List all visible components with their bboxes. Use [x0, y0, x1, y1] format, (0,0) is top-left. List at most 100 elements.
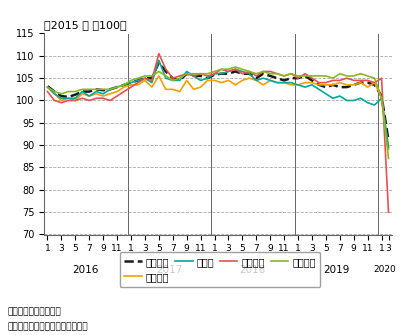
ユーロ圏	[219, 72, 224, 76]
イタリア	[219, 67, 224, 71]
スペイン	[191, 72, 196, 76]
イタリア	[87, 98, 92, 103]
ユーロ圏	[358, 81, 363, 85]
イタリア	[303, 72, 308, 76]
Text: 2017: 2017	[156, 265, 182, 275]
スペイン	[261, 69, 266, 73]
ドイツ	[52, 92, 57, 96]
ドイツ	[275, 81, 280, 85]
ユーロ圏	[142, 76, 147, 80]
ユーロ圏	[150, 76, 154, 80]
フランス	[338, 81, 342, 85]
イタリア	[122, 89, 126, 93]
スペイン	[80, 87, 85, 91]
スペイン	[198, 72, 203, 76]
ドイツ	[59, 96, 64, 100]
ドイツ	[115, 85, 120, 89]
スペイン	[212, 69, 217, 73]
フランス	[80, 92, 85, 96]
ドイツ	[156, 58, 161, 62]
フランス	[156, 74, 161, 78]
ユーロ圏	[289, 76, 294, 80]
フランス	[122, 85, 126, 89]
フランス	[365, 85, 370, 89]
ユーロ圏	[129, 81, 134, 85]
ユーロ圏	[240, 72, 245, 76]
ユーロ圏	[87, 89, 92, 93]
イタリア	[330, 78, 335, 82]
ユーロ圏	[275, 76, 280, 80]
ドイツ	[136, 78, 140, 82]
スペイン	[344, 74, 349, 78]
フランス	[129, 83, 134, 87]
イタリア	[254, 74, 259, 78]
Line: ユーロ圏: ユーロ圏	[48, 63, 388, 141]
スペイン	[219, 67, 224, 71]
スペイン	[122, 83, 126, 87]
Text: （2015 年 ＝100）: （2015 年 ＝100）	[44, 20, 127, 30]
ドイツ	[240, 69, 245, 73]
イタリア	[45, 89, 50, 93]
ドイツ	[129, 81, 134, 85]
ドイツ	[198, 78, 203, 82]
イタリア	[80, 96, 85, 100]
フランス	[73, 98, 78, 103]
フランス	[198, 85, 203, 89]
スペイン	[247, 69, 252, 73]
ドイツ	[386, 145, 391, 149]
ユーロ圏	[191, 74, 196, 78]
Line: ドイツ: ドイツ	[48, 60, 388, 147]
フランス	[275, 81, 280, 85]
ドイツ	[191, 74, 196, 78]
ユーロ圏	[330, 83, 335, 87]
ドイツ	[66, 96, 71, 100]
イタリア	[316, 81, 321, 85]
フランス	[379, 96, 384, 100]
Legend: ユーロ圏, フランス, ドイツ, イタリア, スペイン: ユーロ圏, フランス, ドイツ, イタリア, スペイン	[120, 252, 320, 286]
スペイン	[330, 76, 335, 80]
ドイツ	[142, 76, 147, 80]
フランス	[303, 81, 308, 85]
フランス	[289, 83, 294, 87]
スペイン	[45, 85, 50, 89]
ユーロ圏	[163, 69, 168, 73]
ドイツ	[94, 89, 98, 93]
スペイン	[386, 156, 391, 160]
イタリア	[177, 74, 182, 78]
ユーロ圏	[372, 83, 377, 87]
ユーロ圏	[205, 76, 210, 80]
スペイン	[136, 76, 140, 80]
ユーロ圏	[108, 87, 112, 91]
イタリア	[129, 85, 134, 89]
フランス	[59, 98, 64, 103]
フランス	[324, 83, 328, 87]
フランス	[94, 92, 98, 96]
イタリア	[365, 78, 370, 82]
スペイン	[73, 89, 78, 93]
ユーロ圏	[386, 139, 391, 143]
フランス	[219, 81, 224, 85]
スペイン	[177, 76, 182, 80]
スペイン	[142, 74, 147, 78]
フランス	[351, 83, 356, 87]
ドイツ	[163, 76, 168, 80]
スペイン	[282, 74, 286, 78]
フランス	[372, 81, 377, 85]
フランス	[52, 92, 57, 96]
ユーロ圏	[282, 78, 286, 82]
フランス	[205, 78, 210, 82]
ユーロ圏	[66, 95, 71, 99]
フランス	[45, 85, 50, 89]
ドイツ	[379, 96, 384, 100]
Text: 2016: 2016	[72, 265, 99, 275]
スペイン	[205, 72, 210, 76]
Text: 資料：ユーロスタットから作成。: 資料：ユーロスタットから作成。	[8, 323, 89, 332]
ユーロ圏	[115, 85, 120, 89]
イタリア	[275, 72, 280, 76]
イタリア	[344, 76, 349, 80]
ドイツ	[184, 69, 189, 73]
ドイツ	[372, 103, 377, 107]
スペイン	[351, 74, 356, 78]
フランス	[240, 78, 245, 82]
ユーロ圏	[254, 76, 259, 80]
